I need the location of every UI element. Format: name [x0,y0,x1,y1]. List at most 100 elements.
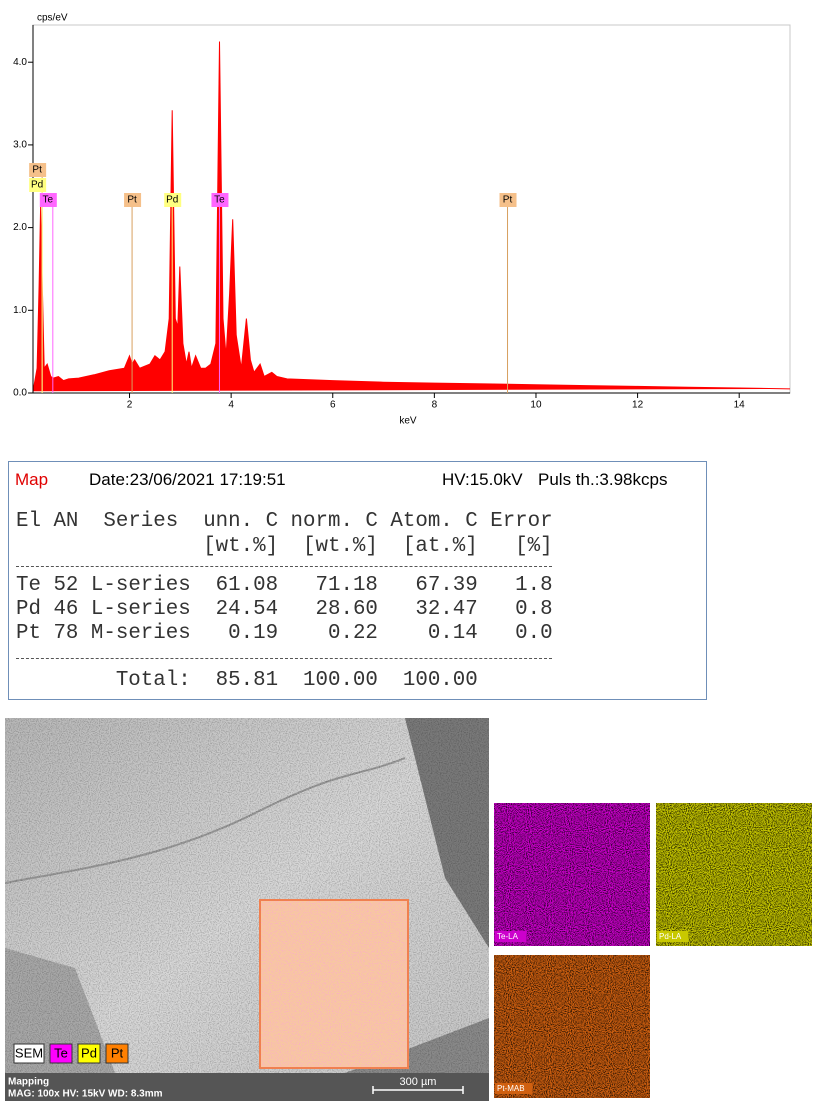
column-unit: [wt.%] [303,535,378,558]
column-header: Error [490,510,553,533]
element-map-grain [494,955,650,1098]
legend-box [13,1043,45,1064]
column-unit: [wt.%] [203,535,279,558]
table-cell: 32.47 [415,598,478,621]
legend-label: Pt [111,1045,124,1060]
element-label: Te [43,195,54,206]
plot-frame [32,24,791,394]
x-tick-label: 14 [734,400,746,411]
element-label-box [39,193,57,207]
table-cell: 0.8 [515,598,553,621]
table-cell: 0.14 [427,622,478,645]
date: Date:23/06/2021 17:19:51 [89,470,286,489]
element-map [494,955,650,1098]
table-cell: 24.54 [215,598,279,621]
quant-report: Map Date:23/06/2021 17:19:51 HV:15.0kV P… [8,461,707,700]
table-cell: 28.60 [315,598,378,621]
element-label-box [164,193,182,207]
table-cell: M-series [90,622,191,645]
hv: HV:15.0kV [442,470,523,489]
map-label-box [495,931,527,942]
legend-box [105,1043,129,1064]
element-label: Pd [31,180,43,191]
y-tick-label: 2.0 [13,222,27,233]
table-cell: Pt [16,622,41,645]
total-label: Total: [115,669,191,692]
mode: Map [15,470,49,489]
y-axis-label: cps/eV [37,13,68,24]
separator [16,566,552,567]
acquisition-info: MAG: 100x HV: 15kV WD: 8.3mm [8,1089,163,1100]
column-header: norm. C [290,510,378,533]
element-label: Pt [32,165,42,176]
table-cell: 78 [53,622,79,645]
mode-title: Mapping [8,1077,49,1088]
element-label: Pd [166,195,178,206]
element-label-box [29,178,47,192]
table-cell: Te [16,574,41,597]
map-label: Te-LA [497,932,519,941]
x-tick-label: 4 [228,400,234,411]
x-tick-label: 8 [432,400,438,411]
table-cell: 0.19 [228,622,279,645]
total-value: 100.00 [402,669,478,692]
element-map-grain [494,803,650,946]
sem-grain [5,718,489,1073]
table-cell: 71.18 [315,574,378,597]
x-tick-label: 12 [632,400,644,411]
map-area-grain [261,901,407,1067]
map-label: Pt-MAB [497,1084,525,1093]
y-tick-label: 3.0 [13,140,27,151]
element-map [656,803,812,946]
element-label: Te [214,195,225,206]
table-cell: 0.22 [327,622,378,645]
legend-box [77,1043,101,1064]
pulse: Puls th.:3.98kcps [538,470,668,489]
legend-label: Pd [81,1045,97,1060]
element-label: Pt [503,195,513,206]
x-tick-label: 2 [127,400,133,411]
element-label-box [124,193,142,207]
table-cell: 46 [53,598,79,621]
spectrum [32,41,791,392]
table-cell: Pd [16,598,41,621]
x-axis-label: keV [399,416,417,427]
scale-label: 300 µm [400,1076,437,1088]
map-label-box [657,931,689,942]
table-cell: 52 [53,574,79,597]
spectrum-chart: cps/eV keV 0.0 1.0 2.0 3.0 4.0 2 4 6 8 10 12 14 Pt Pd… [13,13,791,427]
legend-label: SEM [15,1045,43,1060]
column-header: unn. C [203,510,279,533]
table-cell: 1.8 [515,574,553,597]
element-map-grain [656,803,812,946]
x-tick-label: 10 [530,400,542,411]
element-label-box [29,163,47,177]
column-unit: [at.%] [402,535,478,558]
element-map [494,803,650,946]
sem-image: Mapping MAG: 100x HV: 15kV WD: 8.3mm 300… [5,718,489,1101]
separator [16,658,552,659]
element-label-box [499,193,517,207]
element-label-box [211,193,229,207]
y-tick-label: 4.0 [13,57,27,68]
column-header: Series [103,510,179,533]
element-label: Pt [127,195,137,206]
table-cell: L-series [90,574,191,597]
y-tick-label: 1.0 [13,305,27,316]
y-tick-label: 0.0 [13,388,27,399]
legend-label: Te [54,1045,68,1060]
info-bar [5,1073,489,1101]
column-header: Atom. C [390,510,478,533]
column-header: AN [53,510,79,533]
scale-bar [372,1086,464,1094]
map-label-box [495,1083,532,1094]
column-header: El [16,510,41,533]
total-value: 85.81 [215,669,279,692]
table-cell: 0.0 [515,622,553,645]
total-value: 100.00 [303,669,378,692]
table-cell: 67.39 [415,574,478,597]
x-tick-label: 6 [330,400,336,411]
column-unit: [%] [515,535,553,558]
table-cell: 61.08 [215,574,279,597]
